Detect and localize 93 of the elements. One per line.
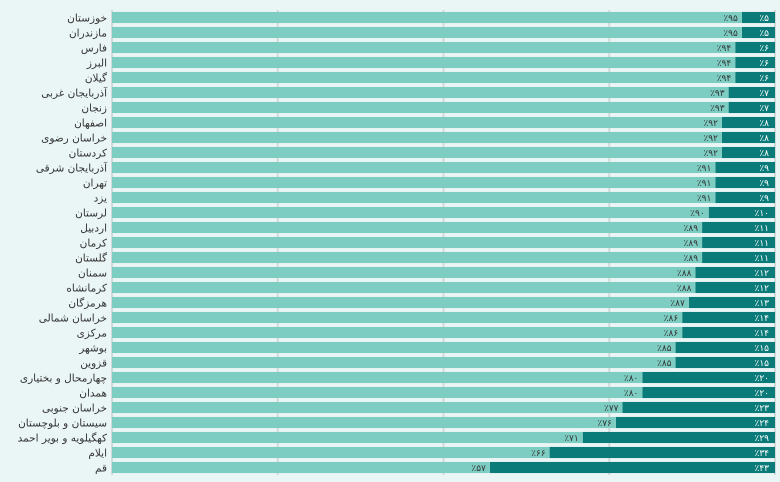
y-tick-label: فارس xyxy=(80,42,107,54)
data-label: ٪۲۰ xyxy=(754,388,769,399)
data-label: ٪۹۳ xyxy=(710,104,725,114)
data-label: ٪۶ xyxy=(759,58,770,69)
data-label: ٪۱۱ xyxy=(754,224,769,234)
y-tick-label: خراسان رضوی xyxy=(41,132,107,144)
y-tick-label: کردستان xyxy=(68,148,107,160)
y-tick-label: البرز xyxy=(86,58,107,70)
data-label: ٪۹۴ xyxy=(716,44,732,54)
y-tick-label: اردبیل xyxy=(80,222,107,234)
y-tick-label: آذربایجان شرقی xyxy=(36,162,108,174)
data-label: ٪۱۵ xyxy=(754,358,770,369)
data-label: ٪۶ xyxy=(759,44,770,54)
data-label: ٪۹۲ xyxy=(703,118,718,129)
data-label: ٪۵۷ xyxy=(471,464,486,474)
data-label: ٪۹۲ xyxy=(703,148,718,159)
data-label: ٪۹۵ xyxy=(723,14,738,24)
data-label: ٪۹۱ xyxy=(696,178,712,189)
y-tick-label: خوزستان xyxy=(67,12,107,24)
y-tick-label: آذربایجان غربی xyxy=(41,86,108,100)
data-label: ٪۸ xyxy=(759,118,770,129)
data-label: ٪۹ xyxy=(759,164,770,174)
data-label: ٪۱۲ xyxy=(754,268,770,279)
data-label: ٪۱۲ xyxy=(754,284,770,294)
data-label: ٪۸۸ xyxy=(676,284,692,294)
data-label: ٪۸۰ xyxy=(624,388,638,399)
data-label: ٪۹۱ xyxy=(696,164,712,174)
data-label: ٪۲۳ xyxy=(754,404,770,414)
data-label: ٪۸۹ xyxy=(684,254,698,264)
data-label: ٪۸۶ xyxy=(664,328,678,339)
data-label: ٪۷۱ xyxy=(564,434,579,444)
data-label: ٪۹۴ xyxy=(716,58,732,69)
y-tick-label: تهران xyxy=(82,178,108,190)
data-label: ٪۹۱ xyxy=(696,194,712,204)
data-label: ٪۹ xyxy=(759,178,770,189)
y-tick-label: گلستان xyxy=(75,252,107,264)
data-label: ٪۱۰ xyxy=(754,208,769,219)
data-label: ٪۴۳ xyxy=(754,464,770,474)
data-label: ٪۸ xyxy=(759,134,770,144)
data-label: ٪۱۴ xyxy=(754,314,770,324)
data-label: ٪۹۴ xyxy=(716,74,732,84)
data-label: ٪۷۶ xyxy=(597,418,612,429)
data-label: ٪۸۰ xyxy=(624,374,638,384)
y-tick-label: مرکزی xyxy=(76,328,107,340)
y-tick-label: زنجان xyxy=(81,102,107,114)
y-tick-label: کرمان xyxy=(80,238,107,250)
y-tick-label: مازندران xyxy=(68,28,107,40)
y-tick-label: هرمزگان xyxy=(68,296,107,310)
data-label: ٪۵ xyxy=(759,28,770,39)
data-label: ٪۹۳ xyxy=(710,88,725,99)
data-label: ٪۷۷ xyxy=(604,404,619,414)
y-tick-label: همدان xyxy=(79,388,107,400)
y-tick-label: یزد xyxy=(94,192,108,204)
y-tick-label: قم xyxy=(94,462,107,474)
y-tick-label: خراسان جنوبی xyxy=(42,402,107,414)
data-label: ٪۹۰ xyxy=(690,208,705,219)
data-label: ٪۱۱ xyxy=(754,254,769,264)
y-tick-label: کهگیلویه و بویر احمد xyxy=(18,432,107,444)
data-label: ٪۸۷ xyxy=(670,298,685,309)
data-label: ٪۱۱ xyxy=(754,238,769,249)
data-label: ٪۲۰ xyxy=(754,374,769,384)
y-tick-label: سمنان xyxy=(78,268,107,280)
data-label: ٪۶ xyxy=(759,74,770,84)
data-label: ٪۲۴ xyxy=(754,418,770,429)
data-label: ٪۳۴ xyxy=(754,448,770,459)
data-label: ٪۸۸ xyxy=(676,268,692,279)
data-label: ٪۱۵ xyxy=(754,344,770,354)
data-label: ٪۸۵ xyxy=(657,344,672,354)
y-tick-label: چهارمحال و بختیاری xyxy=(20,372,107,384)
data-label: ٪۹۲ xyxy=(703,134,718,144)
data-label: ٪۸۹ xyxy=(684,224,698,234)
data-label: ٪۸۵ xyxy=(657,358,672,369)
y-tick-label: بوشهر xyxy=(78,342,107,354)
y-tick-label: قزوین xyxy=(80,358,107,370)
data-label: ٪۷ xyxy=(759,104,770,114)
data-label: ٪۲۹ xyxy=(754,434,770,444)
data-label: ٪۷ xyxy=(759,88,770,99)
data-label: ٪۹۵ xyxy=(723,28,738,39)
y-tick-label: خراسان شمالی xyxy=(38,312,107,324)
y-tick-label: اصفهان xyxy=(74,118,107,130)
data-label: ٪۱۳ xyxy=(754,298,770,309)
data-label: ٪۱۴ xyxy=(754,328,770,339)
data-label: ٪۸۹ xyxy=(684,238,698,249)
y-tick-label: گیلان xyxy=(84,72,107,84)
data-label: ٪۶۶ xyxy=(531,448,546,459)
data-label: ٪۹ xyxy=(759,194,770,204)
y-tick-label: کرمانشاه xyxy=(66,282,107,294)
y-tick-label: ایلام xyxy=(88,448,107,460)
data-label: ٪۸ xyxy=(759,148,770,159)
data-label: ٪۵ xyxy=(759,14,770,24)
y-tick-label: لرستان xyxy=(75,208,107,220)
y-tick-label: سیستان و بلوچستان xyxy=(18,418,107,430)
data-label: ٪۸۶ xyxy=(664,314,678,324)
